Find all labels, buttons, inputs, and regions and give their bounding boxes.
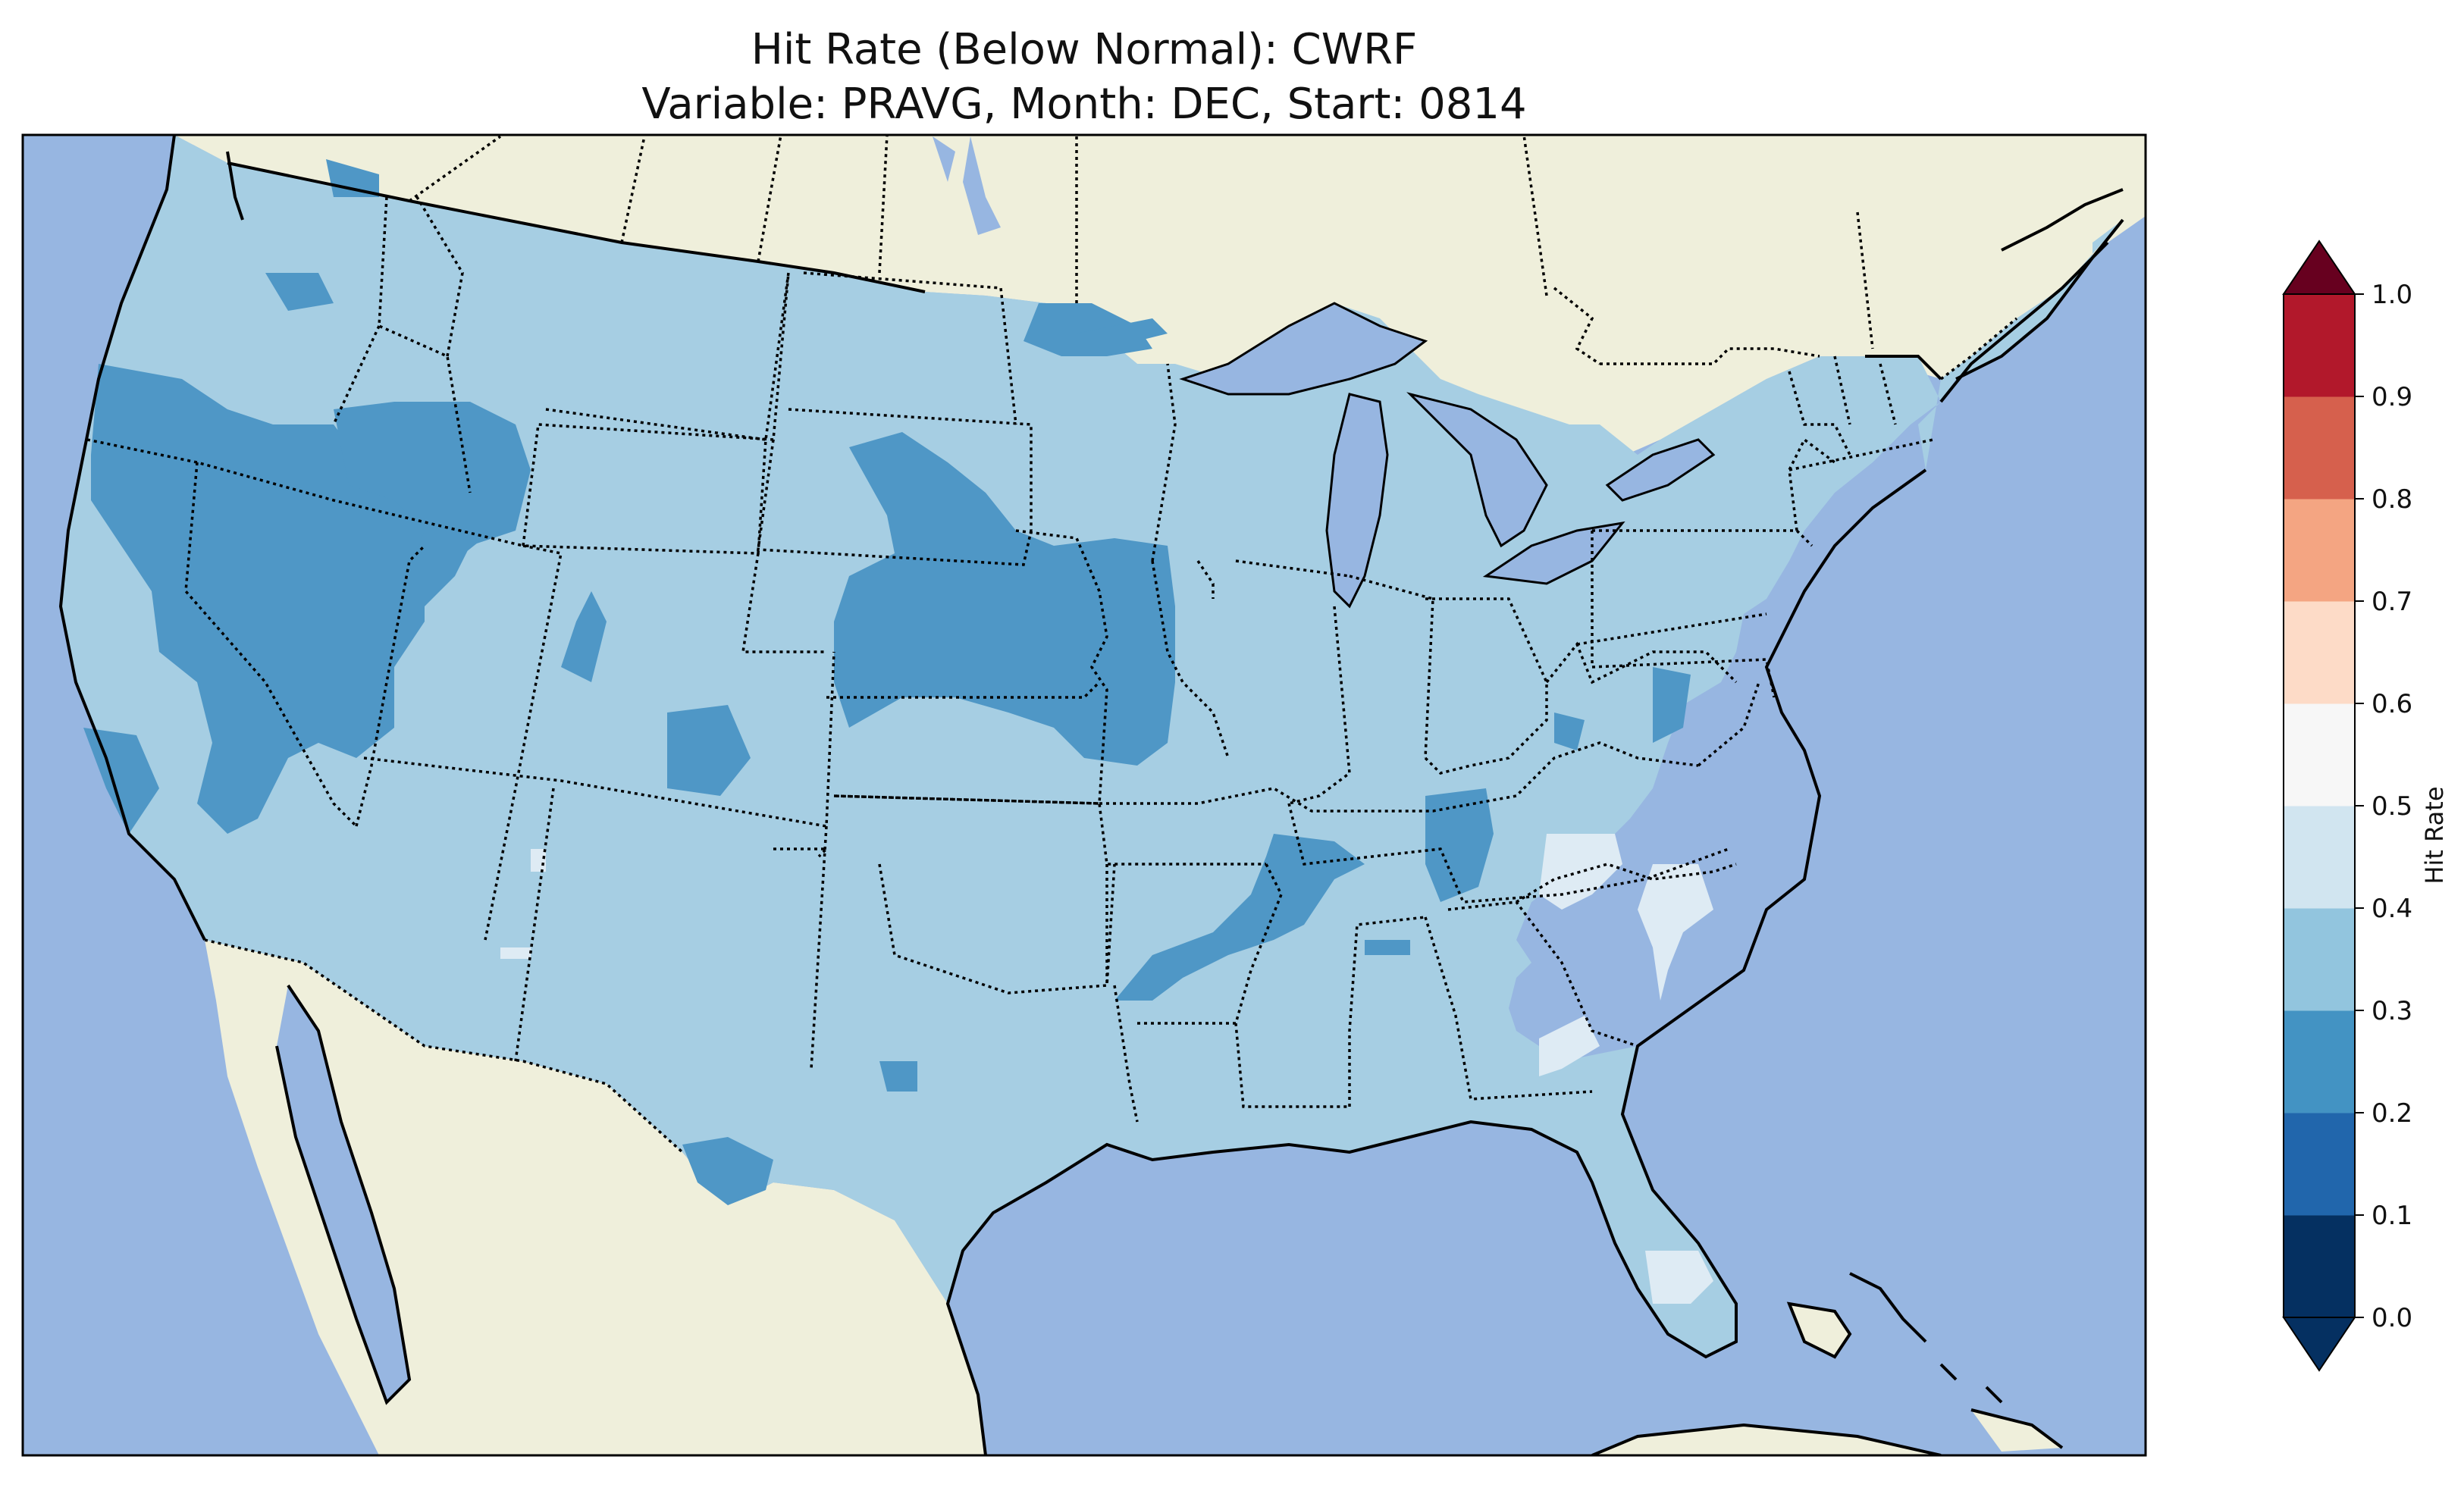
colorbar-over-extension xyxy=(2282,240,2356,295)
colorbar-tick-label: 0.5 xyxy=(2372,791,2412,822)
colorbar-label: Hit Rate xyxy=(2420,786,2449,884)
colorbar-bin xyxy=(2284,294,2355,397)
colorbar-tick-label: 1.0 xyxy=(2372,280,2412,310)
colorbar-tick-label: 0.4 xyxy=(2372,894,2412,924)
international-borders xyxy=(204,135,2018,1154)
colorbar: 0.0 0.1 0.2 0.3 0.4 0.5 0.6 0.7 0.8 0.9 1.0 xyxy=(2282,240,2412,1372)
title-line-1: Hit Rate (Below Normal): CWRF xyxy=(751,25,1418,74)
colorbar-bin xyxy=(2284,1010,2355,1113)
colorbar-tick-label: 0.7 xyxy=(2372,587,2412,617)
coastlines xyxy=(58,135,2124,1455)
colorbar-bin xyxy=(2284,1215,2355,1318)
hit-rate-0.2-0.3-patches xyxy=(83,159,1691,1205)
colorbar-under-extension xyxy=(2282,1317,2356,1372)
colorbar-bin xyxy=(2284,806,2355,909)
colorbar-bin xyxy=(2284,1113,2355,1216)
colorbar-tick-label: 0.6 xyxy=(2372,689,2412,719)
canada-land xyxy=(174,135,2146,584)
map-frame xyxy=(21,133,2147,1457)
cuba-land xyxy=(1789,1304,2062,1452)
lake-outlines xyxy=(1179,302,1716,609)
colorbar-tick-label: 0.8 xyxy=(2372,484,2412,515)
colorbar-tick-label: 0.9 xyxy=(2372,382,2412,412)
colorbar-bin xyxy=(2284,396,2355,500)
colorbar-tick-label: 0.2 xyxy=(2372,1098,2412,1129)
hit-rate-0.4-0.5-patches xyxy=(500,834,1713,1304)
colorbar-bin xyxy=(2284,908,2355,1011)
great-lakes xyxy=(933,136,1713,606)
colorbar-tick-label: 0.1 xyxy=(2372,1201,2412,1231)
colorbar-bin xyxy=(2284,499,2355,602)
colorbar-tick-label: 0.3 xyxy=(2372,996,2412,1026)
colorbar-bin xyxy=(2284,601,2355,704)
title-line-2: Variable: PRAVG, Month: DEC, Start: 0814 xyxy=(641,80,1527,129)
map-title: Hit Rate (Below Normal): CWRF Variable: … xyxy=(0,23,2168,132)
colorbar-tick-label: 0.0 xyxy=(2372,1303,2412,1333)
colorbar-bin xyxy=(2284,703,2355,807)
gulf-of-california xyxy=(277,985,409,1402)
state-borders xyxy=(86,196,1934,1123)
map-panel xyxy=(23,135,2146,1455)
